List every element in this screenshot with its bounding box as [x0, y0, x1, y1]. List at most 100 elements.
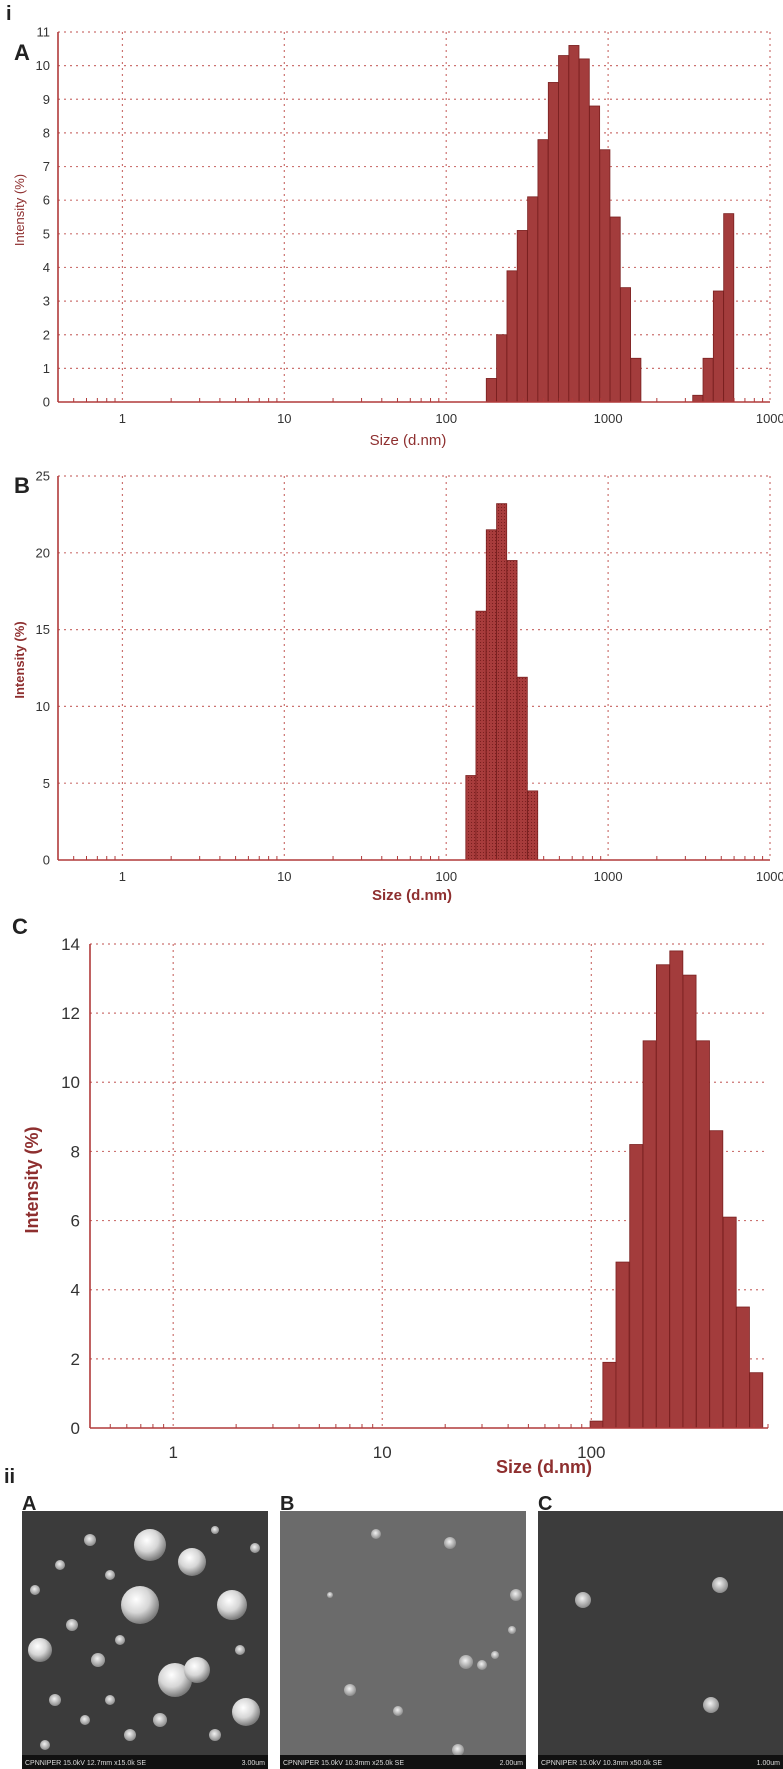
bar — [602, 1361, 617, 1429]
chart-c-xlabel: Size (d.nm) — [496, 1457, 592, 1477]
chart-c-xticks: 1 10 100 — [168, 1443, 605, 1462]
sem-c-info-bar — [538, 1755, 783, 1769]
y-tick-label: 12 — [61, 1004, 80, 1023]
sem-image-b: B CPNNIPER 15.0kV 10.3mm x25.0k SE 2.00u… — [280, 1493, 526, 1769]
sem-c-scale: 1.00um — [757, 1760, 781, 1767]
bar — [702, 357, 714, 403]
sem-a-info-bar — [22, 1755, 268, 1769]
y-tick-label: 7 — [43, 159, 50, 174]
chart-c-axes — [89, 944, 769, 1429]
x-tick-label: 1 — [119, 869, 126, 884]
sem-b-particles — [327, 1529, 522, 1756]
bar — [630, 357, 642, 403]
chart-c-yticks: 0 2 4 6 8 10 12 14 — [61, 935, 80, 1438]
bar — [709, 1130, 724, 1429]
y-tick-label: 8 — [71, 1142, 80, 1161]
y-tick-label: 15 — [36, 622, 50, 637]
chart-b-axes — [57, 476, 770, 861]
y-tick-label: 25 — [36, 469, 50, 484]
bar — [506, 270, 518, 403]
y-tick-label: 1 — [43, 361, 50, 376]
bar — [712, 290, 724, 403]
bar — [655, 964, 670, 1429]
y-tick-label: 3 — [43, 294, 50, 309]
bar — [496, 334, 508, 403]
x-tick-label: 10 — [277, 411, 291, 426]
sem-a-particles — [28, 1526, 260, 1750]
y-tick-label: 10 — [36, 58, 50, 73]
part-i-label: i — [6, 3, 12, 25]
bar — [485, 529, 497, 861]
part-ii-label: ii — [4, 1466, 15, 1488]
y-tick-label: 8 — [43, 125, 50, 140]
chart-b-xticks: 1 10 100 1000 10000 — [119, 869, 783, 884]
y-tick-label: 0 — [43, 395, 50, 410]
chart-b-ylabel: Intensity (%) — [12, 621, 27, 698]
bar — [547, 82, 559, 403]
sem-c-caption: CPNNIPER 15.0kV 10.3mm x50.0k SE — [541, 1760, 662, 1767]
bar — [537, 139, 549, 403]
y-tick-label: 6 — [71, 1212, 80, 1231]
x-tick-label: 100 — [577, 1443, 605, 1462]
bar — [589, 105, 601, 403]
chart-a-xticks: 1 10 100 1000 10000 — [119, 411, 783, 426]
chart-a-grid — [58, 31, 771, 402]
bar — [642, 1040, 657, 1429]
bar — [516, 230, 528, 403]
sem-b-label: B — [280, 1493, 294, 1515]
bar — [692, 394, 704, 403]
chart-c-panel-label: C — [12, 914, 28, 939]
y-tick-label: 6 — [43, 193, 50, 208]
chart-a-ylabel: Intensity (%) — [12, 174, 27, 246]
x-tick-label: 10000 — [756, 869, 783, 884]
y-tick-label: 0 — [71, 1419, 80, 1438]
chart-b-yticks: 0 5 10 15 20 25 — [36, 469, 50, 868]
sem-b-caption: CPNNIPER 15.0kV 10.3mm x25.0k SE — [283, 1760, 404, 1767]
sem-c-label: C — [538, 1493, 552, 1515]
x-tick-label: 100 — [435, 869, 457, 884]
chart-b: B 0 5 10 15 20 25 1 10 100 1000 10000 Size (d.nm)… — [12, 469, 783, 904]
bar — [615, 1261, 630, 1429]
chart-a-axes — [57, 32, 770, 403]
chart-b-bars — [465, 503, 539, 861]
x-tick-label: 1 — [168, 1443, 177, 1462]
y-tick-label: 11 — [37, 25, 51, 40]
bar — [735, 1306, 750, 1429]
y-tick-label: 10 — [36, 699, 50, 714]
chart-a-yticks: 0 1 2 3 4 5 6 7 8 9 10 11 — [36, 25, 50, 410]
bar — [620, 287, 631, 403]
bar — [589, 1420, 604, 1429]
bar — [527, 196, 539, 403]
bar — [682, 974, 697, 1429]
y-tick-label: 4 — [43, 260, 50, 275]
bar — [496, 503, 508, 861]
y-tick-label: 4 — [71, 1281, 80, 1300]
bar — [465, 775, 477, 861]
sem-a-caption: CPNNIPER 15.0kV 12.7mm x15.0k SE — [25, 1760, 146, 1767]
chart-b-xlabel: Size (d.nm) — [372, 887, 452, 904]
bar — [578, 58, 590, 403]
chart-a: A 0 1 2 3 4 5 6 7 8 9 10 11 1 10 100 1000 10000 Size (d… — [12, 25, 783, 449]
sem-c-particles — [575, 1577, 728, 1713]
x-tick-label: 1000 — [594, 411, 623, 426]
chart-a-panel-label: A — [14, 40, 30, 65]
y-tick-label: 5 — [43, 776, 50, 791]
x-tick-label: 10 — [277, 869, 291, 884]
chart-a-xlabel: Size (d.nm) — [370, 432, 447, 449]
sem-b-scale: 2.00um — [500, 1760, 524, 1767]
y-tick-label: 20 — [36, 545, 50, 560]
y-tick-label: 2 — [71, 1350, 80, 1369]
bar — [696, 1040, 710, 1429]
bar — [516, 676, 528, 861]
x-tick-label: 100 — [435, 411, 457, 426]
sem-b-background — [280, 1511, 526, 1769]
bar — [669, 950, 684, 1429]
x-tick-label: 1 — [119, 411, 126, 426]
bar — [599, 149, 611, 403]
sem-image-a: A — [22, 1493, 268, 1769]
y-tick-label: 0 — [43, 853, 50, 868]
bar — [558, 55, 570, 403]
bar — [629, 1144, 644, 1429]
bar — [506, 560, 518, 861]
y-tick-label: 9 — [43, 92, 50, 107]
